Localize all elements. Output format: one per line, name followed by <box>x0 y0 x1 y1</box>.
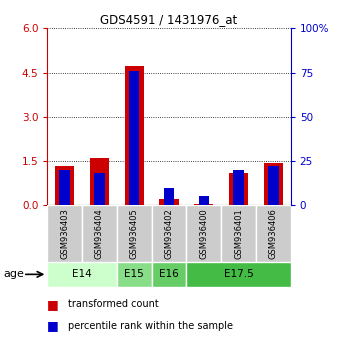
Bar <box>264 163 283 205</box>
Bar <box>55 166 74 205</box>
Bar <box>129 71 140 205</box>
Text: GSM936403: GSM936403 <box>60 208 69 259</box>
FancyBboxPatch shape <box>221 205 256 262</box>
Text: GSM936400: GSM936400 <box>199 208 208 259</box>
Text: age: age <box>3 269 24 279</box>
Text: E16: E16 <box>159 269 179 279</box>
FancyBboxPatch shape <box>47 205 82 262</box>
Bar <box>164 188 174 205</box>
Text: ■: ■ <box>47 319 59 332</box>
Bar <box>194 204 213 205</box>
Text: E17.5: E17.5 <box>224 269 254 279</box>
Bar <box>198 196 209 205</box>
Text: GSM936401: GSM936401 <box>234 208 243 259</box>
Bar <box>94 173 105 205</box>
Bar <box>125 66 144 205</box>
Bar <box>160 199 178 205</box>
FancyBboxPatch shape <box>256 205 291 262</box>
Text: E14: E14 <box>72 269 92 279</box>
Bar <box>59 170 70 205</box>
Text: ■: ■ <box>47 298 59 311</box>
Text: percentile rank within the sample: percentile rank within the sample <box>68 321 233 331</box>
FancyBboxPatch shape <box>152 262 186 287</box>
Text: GSM936406: GSM936406 <box>269 208 278 259</box>
Title: GDS4591 / 1431976_at: GDS4591 / 1431976_at <box>100 13 238 26</box>
FancyBboxPatch shape <box>117 205 152 262</box>
FancyBboxPatch shape <box>117 262 152 287</box>
Text: E15: E15 <box>124 269 144 279</box>
FancyBboxPatch shape <box>82 205 117 262</box>
Bar <box>268 166 279 205</box>
FancyBboxPatch shape <box>186 262 291 287</box>
Text: GSM936404: GSM936404 <box>95 208 104 259</box>
Bar <box>229 173 248 205</box>
Text: GSM936405: GSM936405 <box>130 208 139 259</box>
Text: transformed count: transformed count <box>68 299 158 309</box>
Text: GSM936402: GSM936402 <box>165 208 173 259</box>
FancyBboxPatch shape <box>186 205 221 262</box>
FancyBboxPatch shape <box>152 205 186 262</box>
FancyBboxPatch shape <box>47 262 117 287</box>
Bar <box>90 158 109 205</box>
Bar <box>233 170 244 205</box>
